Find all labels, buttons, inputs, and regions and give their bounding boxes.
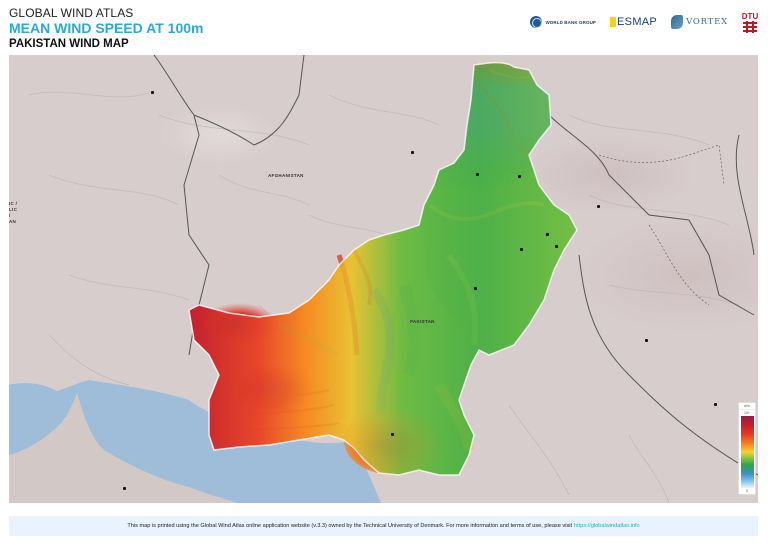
map-view[interactable]: AFGHANISTAN PAKISTAN IC / LIC / AN: [9, 55, 758, 503]
footer-text: This map is printed using the Global Win…: [127, 523, 573, 529]
vortex-logo: VORTEX: [671, 15, 728, 29]
esmap-square-icon: [610, 17, 617, 27]
app-title: GLOBAL WIND ATLAS: [9, 6, 134, 20]
world-bank-logo: WORLD BANK GROUP: [530, 16, 596, 28]
esmap-logo: ESMAP: [610, 16, 657, 28]
country-label-pakistan: PAKISTAN: [410, 319, 435, 324]
city-marker: [597, 205, 600, 208]
city-marker: [518, 175, 521, 178]
country-label-afghanistan: AFGHANISTAN: [268, 173, 304, 178]
map-canvas: [9, 55, 758, 503]
vortex-wave-icon: [671, 15, 684, 29]
city-marker: [476, 173, 479, 176]
city-marker: [151, 91, 154, 94]
map-title: MEAN WIND SPEED AT 100m: [9, 20, 204, 36]
legend-min-label: 0: [746, 489, 748, 493]
legend-unit: m/s: [739, 403, 755, 410]
city-marker: [411, 151, 414, 154]
dtu-bars-icon: [743, 20, 757, 33]
city-marker: [645, 339, 648, 342]
footer-link[interactable]: https://globalwindatlas.info: [574, 523, 640, 529]
city-marker: [555, 245, 558, 248]
partner-logos: WORLD BANK GROUP ESMAP VORTEX DTU: [530, 8, 758, 36]
city-marker: [474, 287, 477, 290]
vortex-text: VORTEX: [686, 17, 728, 27]
legend-color-scale: [741, 416, 754, 488]
globe-icon: [530, 16, 543, 28]
esmap-text: ESMAP: [617, 16, 658, 28]
city-marker: [546, 233, 549, 236]
dtu-text: DTU: [741, 11, 759, 21]
wind-speed-legend: m/s 10+ 0: [738, 402, 756, 495]
footer-notice: This map is printed using the Global Win…: [9, 516, 758, 536]
city-marker: [520, 248, 523, 251]
city-marker: [391, 433, 394, 436]
region-title: PAKISTAN WIND MAP: [9, 38, 129, 50]
dtu-logo: DTU: [742, 12, 758, 33]
country-label-iran-partial: IC / LIC / AN: [9, 201, 18, 224]
world-bank-text: WORLD BANK GROUP: [545, 19, 597, 25]
header: GLOBAL WIND ATLAS MEAN WIND SPEED AT 100…: [9, 6, 203, 51]
city-marker: [123, 487, 126, 490]
city-marker: [714, 403, 717, 406]
